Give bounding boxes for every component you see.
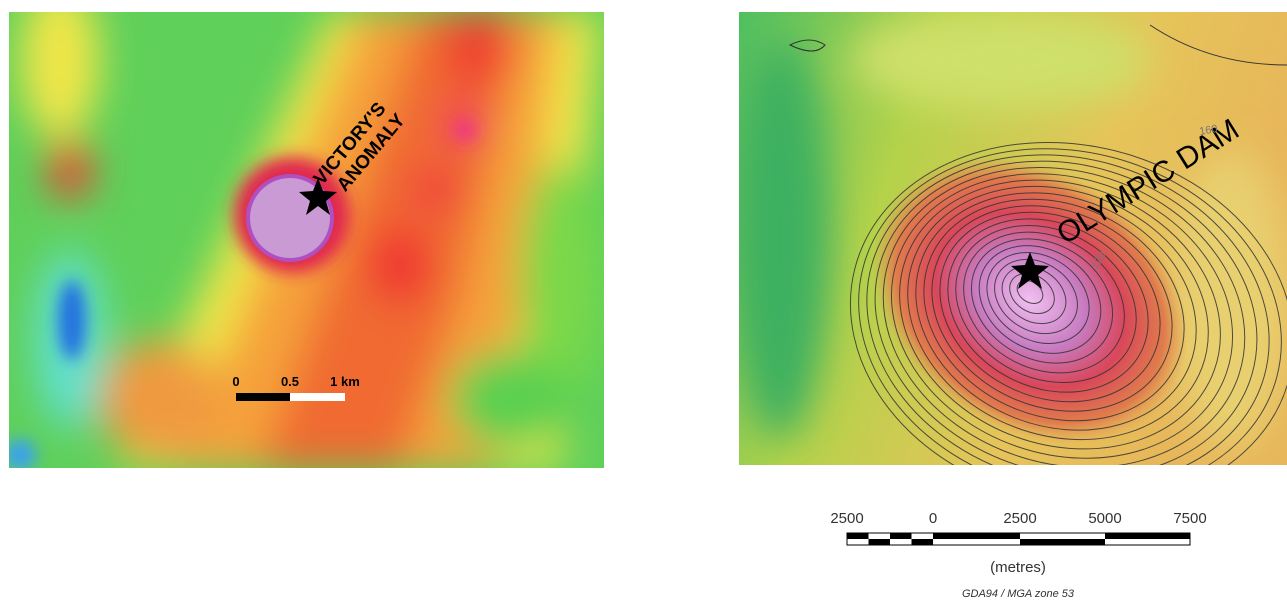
page: {"left_map": {"label_lines": ["VICTORY'S…: [0, 0, 1287, 603]
scale-unit: (metres): [990, 559, 1046, 576]
left-map: VICTORY'S ANOMALY 0 0.5 1 km: [4, 0, 604, 471]
scale-segment: [933, 533, 1020, 539]
scale-segment: [890, 533, 912, 539]
scale-label: 2500: [1003, 510, 1036, 527]
right-map: OLYMPIC DAM 160 120: [730, 10, 1287, 550]
scale-segment: [236, 393, 290, 401]
scale-segment: [290, 393, 345, 401]
scale-label: 2500: [830, 510, 863, 527]
scale-segment: [1105, 533, 1190, 539]
scale-label: 1 km: [330, 374, 360, 389]
scale-segment: [1020, 539, 1105, 545]
figure: VICTORY'S ANOMALY 0 0.5 1 km OLYMPIC DAM…: [0, 0, 1287, 603]
scale-bar: [847, 533, 1190, 545]
scale-label: 0.5: [281, 374, 299, 389]
scale-label: 0: [232, 374, 239, 389]
scale-label: 0: [929, 510, 937, 527]
scale-segment: [869, 539, 891, 545]
scale-label: 7500: [1173, 510, 1206, 527]
scale-segment: [912, 539, 934, 545]
scale-segment: [847, 533, 869, 539]
projection: GDA94 / MGA zone 53: [962, 588, 1075, 600]
scale-label: 5000: [1088, 510, 1121, 527]
